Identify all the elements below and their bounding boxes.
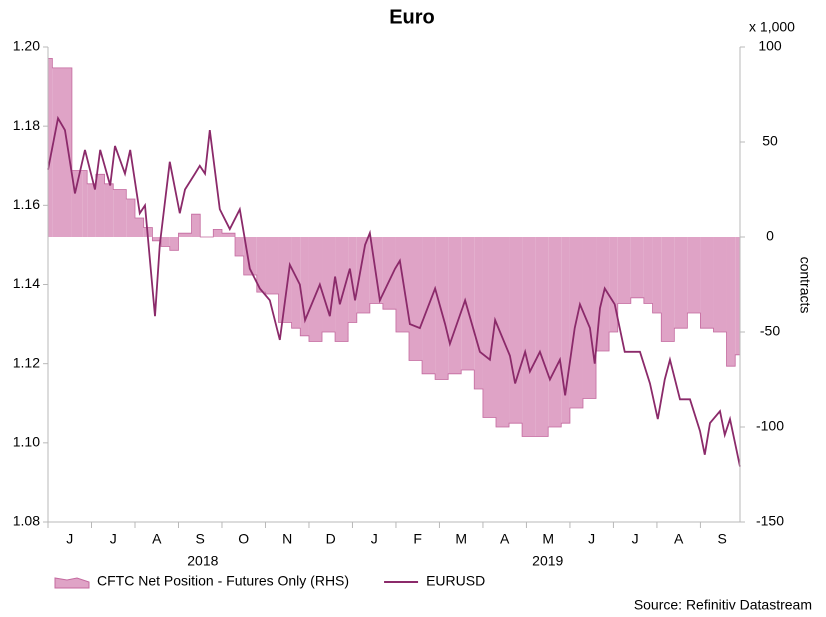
area-step [643,237,653,304]
x-tick-label: A [152,531,162,547]
legend-swatch [54,577,90,589]
area-step [435,237,449,380]
area-step [322,237,336,332]
legend-label: EURUSD [426,573,485,589]
y2-tick-label: 100 [758,38,782,54]
x-tick-label: M [542,531,554,547]
area-step [674,237,688,329]
area-outline [48,58,740,437]
area-step [356,237,370,313]
area-step [630,237,644,298]
x-tick-label: M [455,531,467,547]
y-tick-label: 1.16 [13,196,40,212]
area-step [495,237,510,427]
y-tick-label: 1.18 [13,117,40,133]
area-step [561,237,570,424]
area-step [235,237,244,256]
x-tick-label: N [282,531,292,547]
year-label: 2018 [187,553,218,569]
area-step [735,237,740,355]
area-step [300,237,309,336]
area-step [87,183,96,237]
y2-tick-label: -150 [756,513,784,529]
year-label: 2019 [532,553,563,569]
area-step [461,237,475,370]
area-step [213,229,222,237]
x-tick-label: S [196,531,205,547]
area-step [169,237,179,251]
area-step [308,237,323,342]
area-step [482,237,496,418]
y2-tick-label: -100 [756,418,784,434]
area-step [535,237,549,437]
area-step [382,237,396,310]
x-tick-label: J [66,531,73,547]
y-tick-label: 1.08 [13,513,40,529]
area-step [713,237,727,332]
chart-title: Euro [389,6,435,28]
area-step [52,67,72,238]
area-step [256,237,266,293]
y-tick-label: 1.12 [13,354,40,370]
area-step [609,237,618,332]
y-tick-label: 1.10 [13,434,40,450]
area-step [113,189,127,237]
area-step [726,237,736,367]
line-series [47,115,741,467]
area-step [71,170,83,237]
x-tick-label: A [674,531,684,547]
area-step [509,237,523,424]
y2-tick-label: -50 [760,323,780,339]
area-step [95,174,105,237]
area-step [278,237,292,323]
y-tick-label: 1.14 [13,275,40,291]
area-step [152,237,162,241]
y2-unit-label: x 1,000 [749,19,795,35]
area-step [221,233,236,237]
area-step [548,237,562,427]
x-tick-label: J [588,531,595,547]
area-step [448,237,462,374]
y-tick-label: 1.20 [13,38,40,54]
area-step [48,58,53,238]
area-step [395,237,410,332]
area-step [126,199,135,237]
area-step [700,237,714,329]
x-tick-label: O [238,531,249,547]
x-tick-label: D [326,531,336,547]
area-step [191,214,201,237]
area-step [335,237,349,342]
area-step [291,237,301,329]
area-step [134,218,144,237]
y2-tick-label: 50 [762,133,778,149]
source: Source: Refinitiv Datastream [634,597,812,613]
area-step [409,237,423,361]
x-tick-label: S [717,531,726,547]
legend-label: CFTC Net Position - Futures Only (RHS) [97,573,349,589]
area-step [265,237,279,294]
x-tick-label: J [371,531,378,547]
area-step [522,237,536,437]
area-step [104,183,114,237]
x-tick-label: F [413,531,422,547]
area-step [617,237,631,304]
x-tick-label: J [632,531,639,547]
area-step [474,237,483,389]
y2-tick-label: 0 [766,228,774,244]
x-tick-label: J [110,531,117,547]
area-step [661,237,675,342]
area-step [178,233,192,237]
y2-axis-label: contracts [797,257,813,314]
area-step [652,237,662,313]
area-step [161,237,170,247]
x-tick-label: A [500,531,510,547]
area-step [687,237,701,313]
area-step [82,170,88,237]
area-step [582,237,597,399]
